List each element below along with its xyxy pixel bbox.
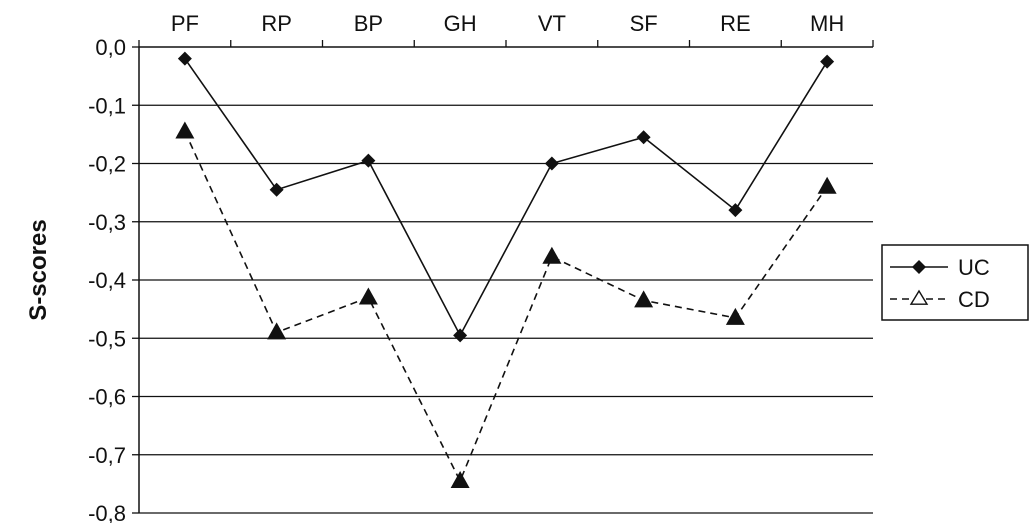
y-tick-label: -0,2 [88, 152, 126, 177]
data-point-cd-gh [450, 470, 470, 488]
legend-label: UC [958, 255, 990, 280]
data-point-cd-re [725, 307, 745, 325]
legend: UC CD [881, 244, 1029, 321]
data-point-uc-gh [453, 328, 468, 343]
data-point-uc-pf [177, 51, 192, 66]
legend-label: CD [958, 287, 990, 312]
x-tick-label-bp: BP [354, 11, 383, 36]
data-point-uc-sf [636, 130, 651, 145]
x-tick-label-mh: MH [810, 11, 844, 36]
legend-item-cd: CD [890, 287, 990, 312]
y-tick-label: -0,7 [88, 443, 126, 468]
series-uc [177, 51, 835, 343]
y-tick-labels: 0,0 -0,1 -0,2 -0,3 -0,4 -0,5 -0,6 -0,7 -0,8 [88, 35, 126, 523]
series [175, 51, 837, 488]
x-tick-label-rp: RP [261, 11, 292, 36]
y-axis-title: S-scores [25, 219, 52, 320]
x-tick-labels: PF RP BP GH VT SF RE MH [171, 11, 844, 36]
x-tick-label-sf: SF [630, 11, 658, 36]
grid-lines [139, 104, 873, 456]
x-tick-label-re: RE [720, 11, 751, 36]
data-point-uc-mh [820, 54, 835, 69]
y-tick-label: -0,3 [88, 210, 126, 235]
data-point-uc-rp [269, 182, 284, 197]
y-tick-label: -0,6 [88, 385, 126, 410]
data-point-cd-pf [175, 121, 195, 139]
data-point-cd-mh [817, 176, 837, 194]
series-line-uc [184, 58, 828, 338]
series-cd [175, 121, 837, 488]
legend-item-uc: UC [890, 255, 990, 280]
y-tick-label: -0,1 [88, 93, 126, 118]
axes [132, 40, 874, 514]
series-line-cd [184, 131, 828, 483]
y-tick-label: -0,8 [88, 501, 126, 523]
legend-box [881, 244, 1029, 321]
data-point-uc-bp [361, 153, 376, 168]
y-tick-label: 0,0 [95, 35, 126, 60]
legend-marker [912, 260, 926, 274]
legend-marker [909, 289, 929, 305]
x-tick-label-pf: PF [171, 11, 199, 36]
y-tick-label: -0,4 [88, 268, 126, 293]
data-point-cd-rp [267, 322, 287, 340]
data-point-uc-vt [544, 156, 559, 171]
data-point-cd-sf [634, 290, 654, 308]
y-tick-label: -0,5 [88, 326, 126, 351]
data-point-cd-vt [542, 246, 562, 264]
x-tick-label-vt: VT [538, 11, 566, 36]
data-point-cd-bp [358, 287, 378, 305]
x-tick-label-gh: GH [444, 11, 477, 36]
data-point-uc-re [728, 203, 743, 218]
